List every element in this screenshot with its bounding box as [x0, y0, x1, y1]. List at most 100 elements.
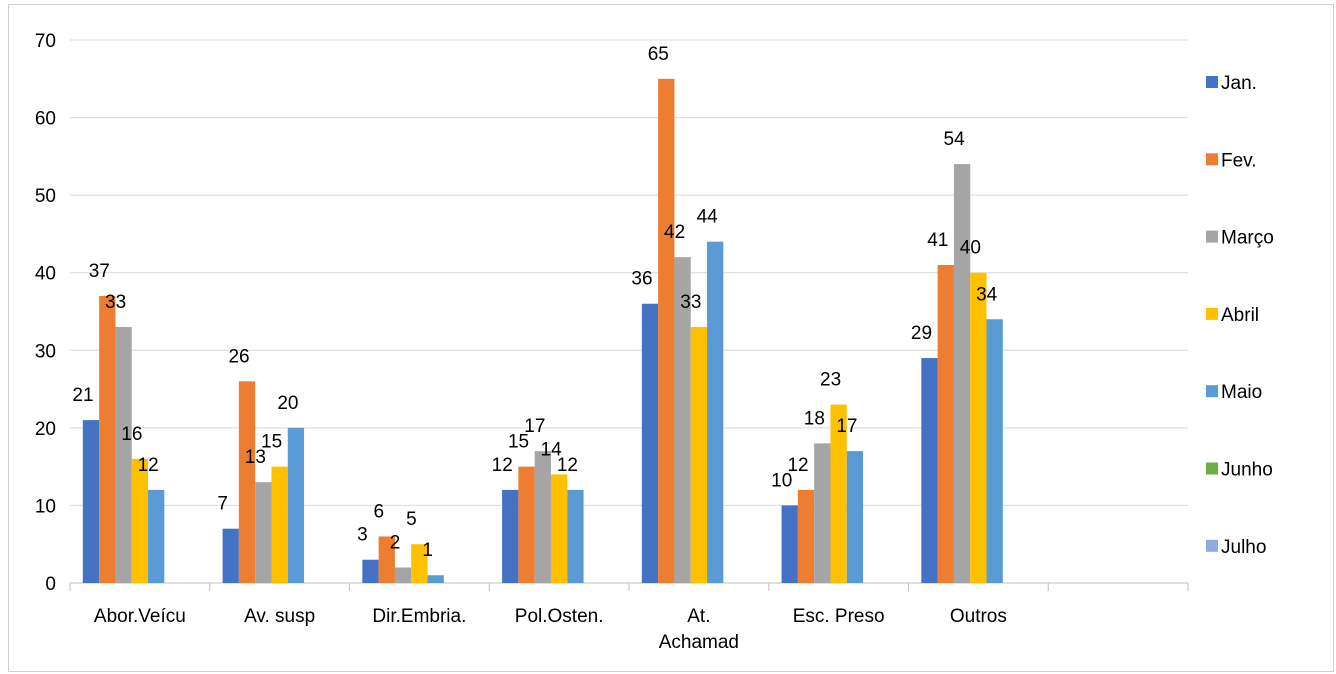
data-label: 3 [357, 525, 368, 546]
bar [131, 458, 149, 583]
legend-swatch [1206, 153, 1218, 166]
bar [362, 559, 379, 583]
bar [690, 327, 708, 583]
bar [518, 466, 535, 583]
x-tick-label: Dir.Embria. [372, 606, 466, 627]
y-tick-label: 70 [35, 31, 56, 52]
data-label: 17 [524, 416, 545, 437]
bar [658, 78, 675, 584]
bar [781, 505, 798, 583]
bar [830, 404, 847, 583]
bar [394, 567, 412, 583]
bar [287, 427, 305, 583]
legend-label: Fev. [1221, 150, 1257, 171]
data-label: 12 [138, 455, 159, 476]
data-label: 13 [245, 447, 266, 468]
y-tick-label: 30 [35, 341, 56, 362]
data-label: 6 [373, 501, 384, 522]
x-tick-label: At. [687, 606, 710, 627]
bar [846, 451, 864, 583]
axes: 0 10 20 30 40 50 60 70 Abor.Veícu Av. susp Dir.Emb… [35, 31, 1189, 653]
y-tick-label: 50 [35, 186, 56, 207]
data-label: 1 [422, 540, 433, 561]
data-label: 34 [976, 284, 998, 305]
x-tick-label: Av. susp [244, 606, 315, 627]
legend-swatch [1206, 385, 1218, 398]
bar [255, 482, 272, 583]
data-label: 10 [771, 470, 792, 491]
bar [953, 164, 971, 583]
bar [99, 295, 116, 583]
y-tick-label: 20 [35, 419, 56, 440]
chart-frame [8, 4, 1334, 672]
bar [427, 575, 444, 583]
gridlines [70, 39, 1188, 584]
data-label: 16 [121, 424, 142, 445]
data-label: 36 [631, 269, 652, 290]
bar [82, 420, 100, 583]
bar [550, 474, 568, 583]
bar [641, 303, 659, 583]
legend-label: Junho [1221, 460, 1273, 481]
bar [986, 319, 1003, 583]
legend-swatch [1206, 307, 1218, 320]
bar [411, 544, 428, 583]
data-label: 54 [944, 129, 966, 150]
bar [814, 443, 831, 583]
bars [82, 78, 1003, 584]
bar [534, 451, 551, 583]
data-label: 40 [960, 238, 981, 259]
y-tick-label: 0 [45, 574, 56, 595]
bar [148, 489, 165, 583]
y-tick-label: 60 [35, 109, 56, 130]
data-label: 33 [105, 292, 126, 313]
legend-label: Maio [1221, 382, 1262, 403]
data-label: 12 [557, 455, 578, 476]
x-tick-label: Outros [950, 606, 1007, 627]
data-label: 2 [390, 532, 401, 553]
bar [567, 489, 584, 583]
data-label: 5 [406, 509, 417, 530]
data-label: 7 [217, 494, 228, 515]
bar [222, 528, 239, 583]
bar [271, 466, 288, 583]
data-label: 17 [836, 416, 857, 437]
data-label: 65 [648, 44, 669, 65]
bar [238, 381, 256, 583]
data-label: 29 [911, 323, 932, 344]
data-label: 15 [508, 432, 529, 453]
data-label: 44 [697, 207, 719, 228]
x-tick-label: Esc. Preso [793, 606, 885, 627]
bar [378, 536, 395, 583]
x-tick-label: Abor.Veícu [94, 606, 186, 627]
data-label: 37 [89, 261, 110, 282]
data-label: 23 [820, 370, 841, 391]
bar [707, 241, 724, 583]
data-label: 33 [680, 292, 701, 313]
bar [502, 489, 519, 583]
bar [921, 358, 938, 583]
legend-label: Julho [1221, 537, 1266, 558]
data-label: 14 [541, 439, 563, 460]
legend-label: Março [1221, 228, 1274, 249]
bar [937, 264, 954, 583]
legend: Jan. Fev. Março Abril Maio Junho Julho [1206, 73, 1274, 558]
bar [970, 272, 987, 583]
bar [797, 489, 815, 583]
legend-label: Jan. [1221, 73, 1257, 94]
data-label: 42 [664, 222, 685, 243]
y-tick-label: 10 [35, 496, 56, 517]
data-label: 21 [72, 385, 93, 406]
data-label: 18 [804, 408, 825, 429]
y-tick-label: 40 [35, 264, 56, 285]
bar [115, 327, 132, 583]
data-label: 12 [787, 455, 808, 476]
legend-swatch [1206, 230, 1218, 243]
x-tick-label: Achamad [659, 632, 739, 653]
data-label: 26 [228, 346, 249, 367]
data-label: 20 [277, 393, 298, 414]
legend-swatch [1206, 462, 1218, 475]
legend-label: Abril [1221, 305, 1259, 326]
data-labels: 2137331612726131520362511215171412366542… [72, 44, 997, 561]
